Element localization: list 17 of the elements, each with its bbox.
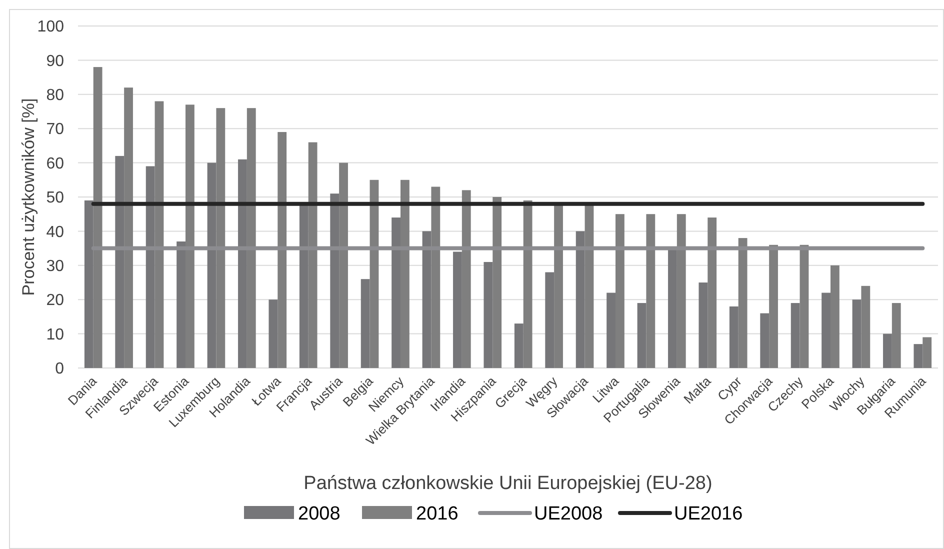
legend-label: 2008 (298, 504, 340, 525)
y-tick-label: 30 (46, 258, 64, 275)
y-tick-label: 100 (37, 18, 64, 36)
y-tick-label: 10 (46, 326, 64, 344)
y-tick-label: 0 (55, 360, 64, 378)
y-tick-label: 90 (46, 52, 64, 70)
y-tick-label: 80 (46, 87, 64, 104)
legend-label: UE2008 (534, 504, 603, 525)
legend-label: UE2016 (674, 504, 743, 525)
y-tick-label: 70 (46, 121, 64, 138)
legend-label: 2016 (416, 504, 458, 525)
y-tick-label: 60 (46, 155, 64, 172)
y-tick-label: 20 (46, 292, 64, 310)
x-axis-title: Państwa członkowskie Unii Europejskiej (EU-28) (304, 473, 712, 494)
y-tick-label: 50 (46, 190, 64, 207)
y-axis-title: Procent użytkowników [%] (19, 98, 38, 296)
y-tick-label: 40 (46, 224, 64, 241)
